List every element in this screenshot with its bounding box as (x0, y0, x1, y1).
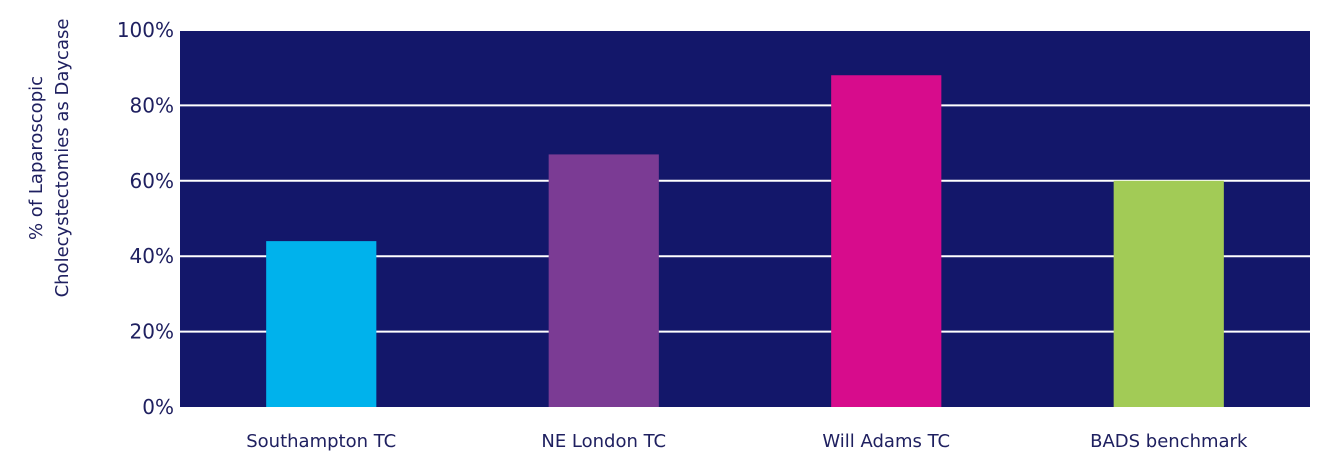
y-axis-title-line-1: % of Laparoscopic (26, 76, 47, 240)
y-axis-ticks: 0% 20% 40% 60% 80% 100% (117, 18, 174, 419)
bar (548, 154, 659, 407)
y-tick-label: 0% (142, 395, 174, 419)
x-category-label: Will Adams TC (822, 431, 950, 452)
bar (266, 241, 377, 407)
x-axis-categories: Southampton TC NE London TC Will Adams TC B… (246, 431, 1248, 452)
x-category-label: NE London TC (541, 431, 666, 452)
bars (266, 75, 1224, 408)
bar (831, 75, 942, 408)
bar (1113, 180, 1224, 407)
y-tick-label: 80% (130, 93, 174, 117)
y-tick-label: 100% (117, 18, 174, 42)
y-axis-title-line-2: Cholecystectomies as Daycase (52, 19, 73, 298)
y-tick-label: 20% (130, 320, 174, 344)
x-category-label: Southampton TC (246, 431, 396, 452)
x-category-label: BADS benchmark (1090, 431, 1248, 452)
y-tick-label: 60% (130, 169, 174, 193)
y-tick-label: 40% (130, 244, 174, 268)
